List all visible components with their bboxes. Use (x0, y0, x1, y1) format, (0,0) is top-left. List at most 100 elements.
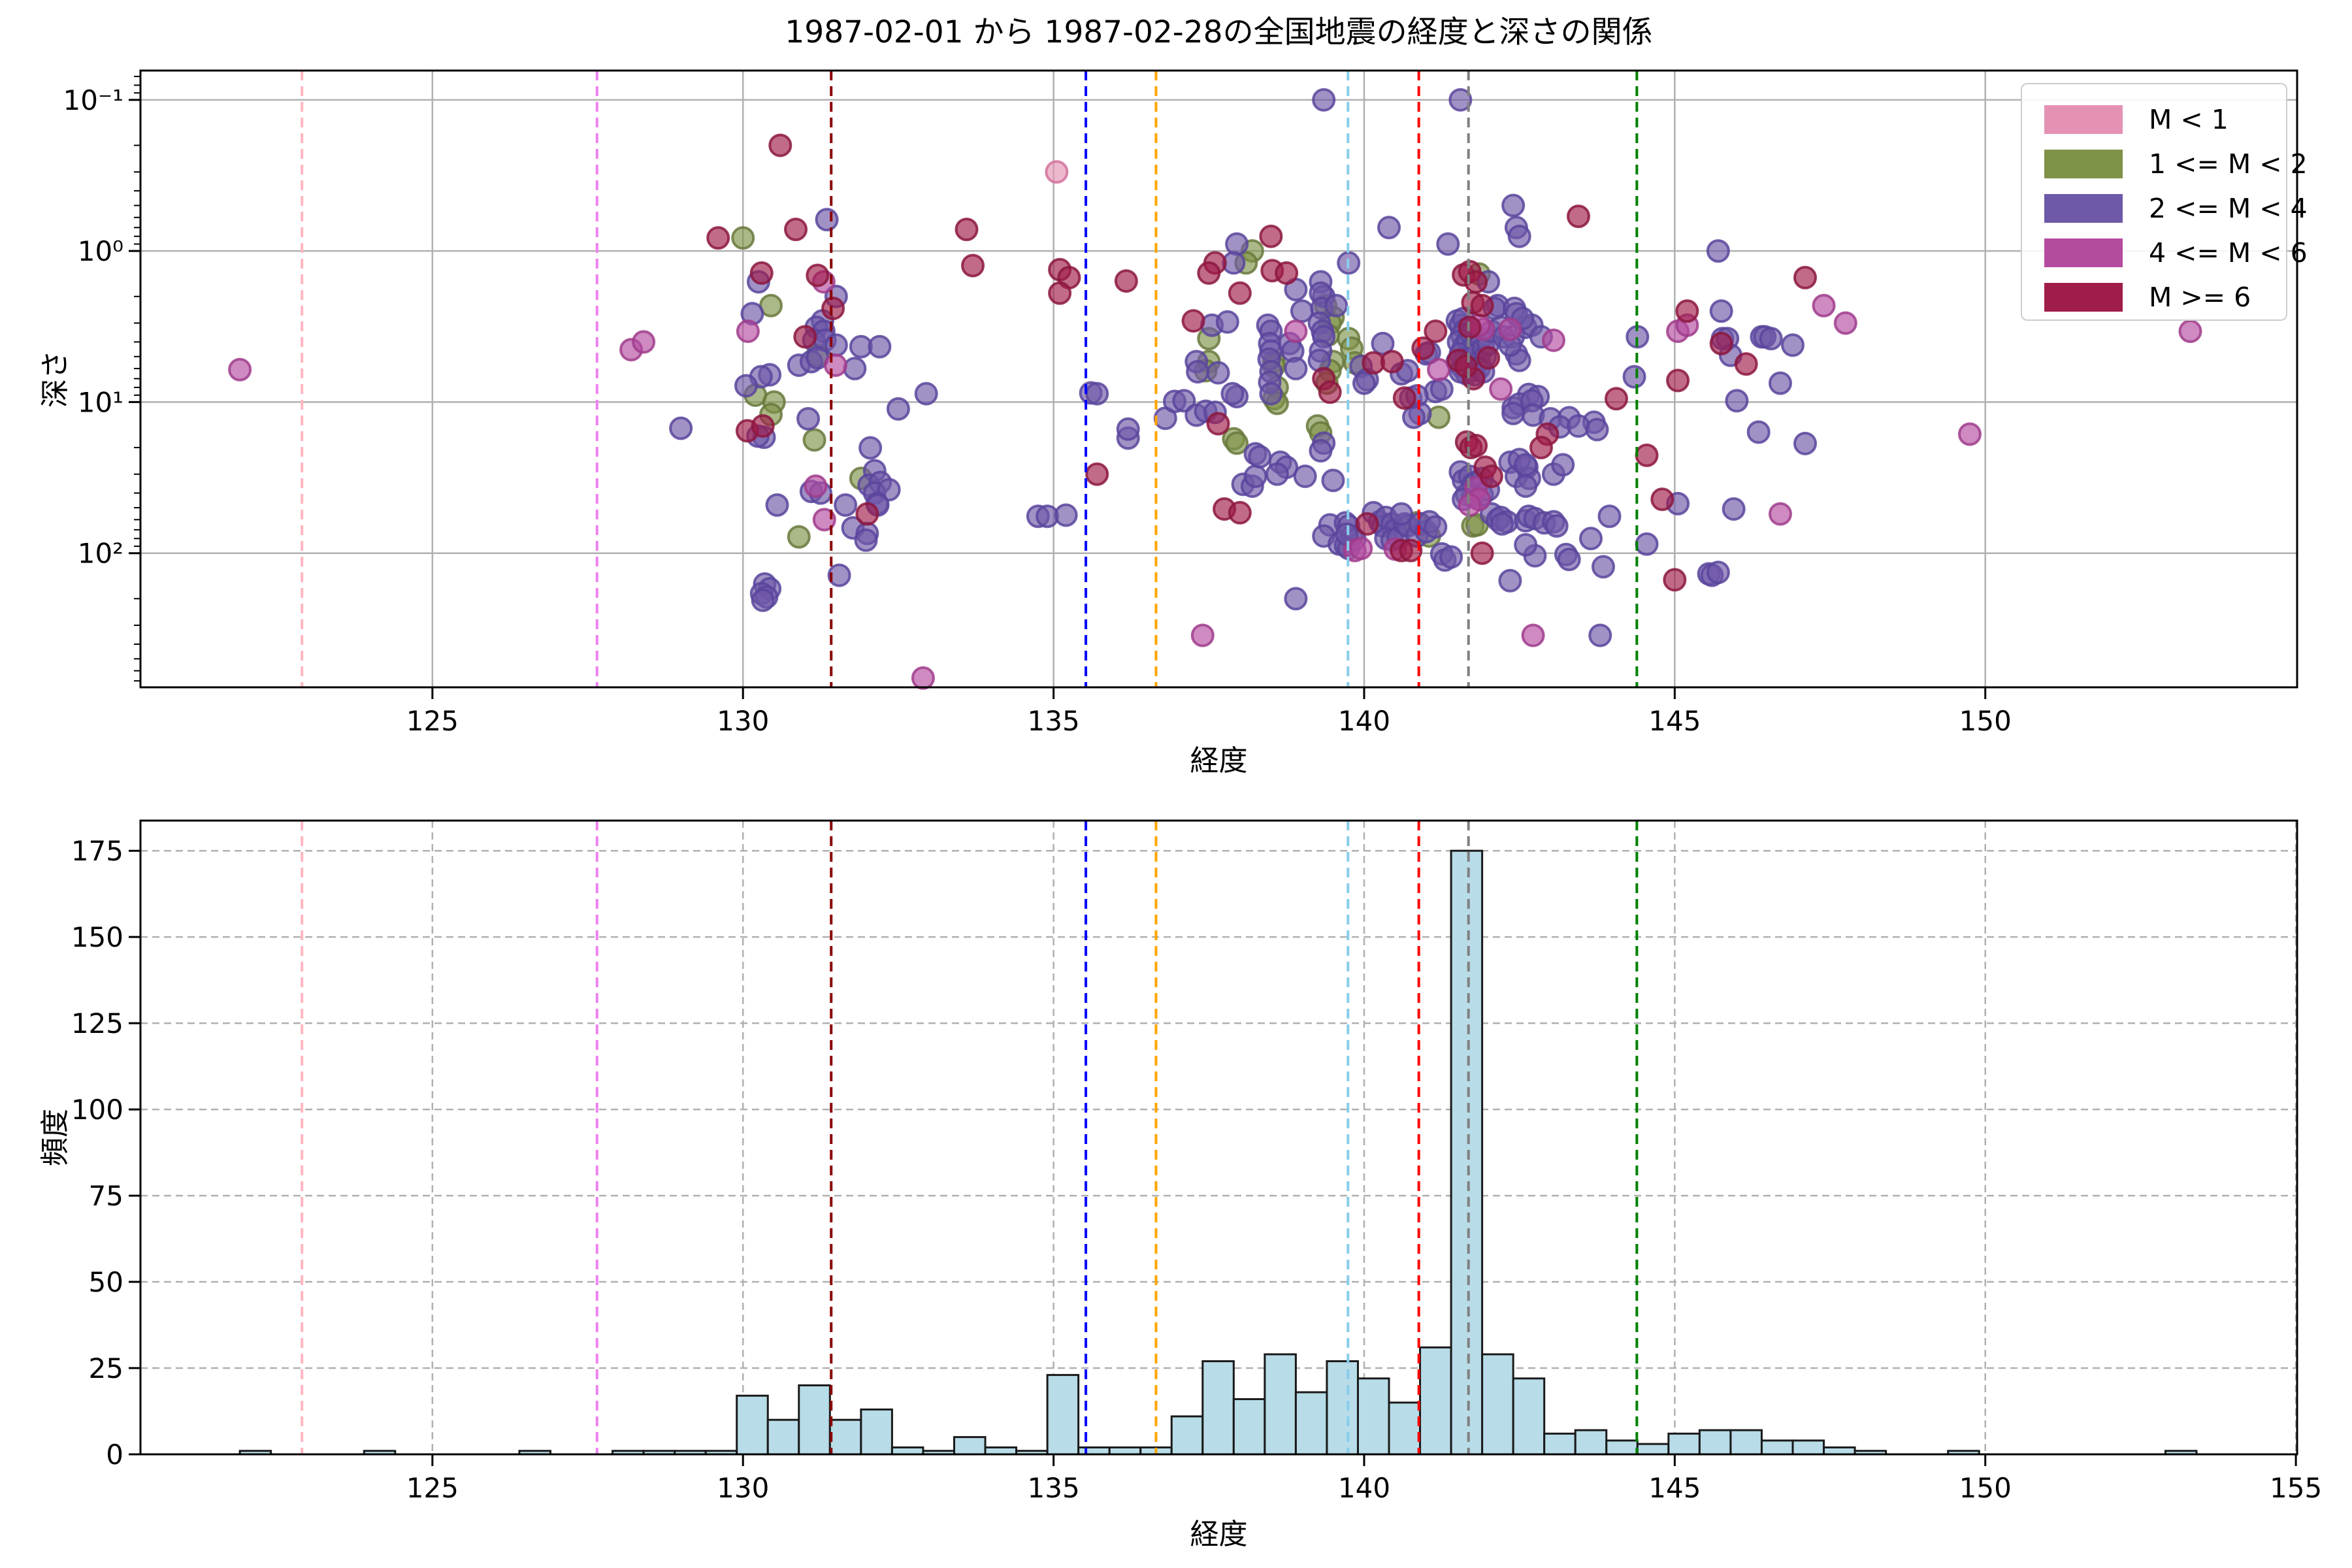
scatter-point (827, 563, 851, 587)
scatter-point (706, 226, 730, 250)
scatter-point (1215, 310, 1239, 334)
scatter-point (1275, 261, 1299, 285)
scatter-point (1284, 319, 1308, 344)
scatter-point (1604, 387, 1628, 411)
scatter-point (1293, 465, 1317, 489)
y-tick-label: 25 (89, 1352, 123, 1384)
x-tick-label: 140 (1338, 1472, 1390, 1504)
scatter-point (632, 330, 656, 354)
scatter-point (1780, 333, 1805, 357)
scatter-point (1181, 309, 1205, 333)
scatter-point (1470, 541, 1494, 565)
scatter-point (1392, 386, 1416, 410)
legend-item: M >= 6 (2044, 276, 2286, 318)
scatter-point (1588, 623, 1612, 647)
scatter-point (1114, 269, 1138, 293)
scatter-point (734, 374, 758, 398)
scatter-point (1371, 331, 1395, 355)
scatter-point (1248, 445, 1272, 469)
scatter-point (843, 357, 867, 381)
x-tick-label: 125 (406, 705, 459, 737)
y-tick-label: 125 (71, 1007, 123, 1039)
scatter-point (854, 528, 878, 552)
histogram-bar (1419, 1346, 1452, 1456)
scatter-point (731, 226, 755, 250)
scatter-point (1243, 465, 1267, 489)
scatter-point (1427, 357, 1451, 382)
scatter-point (812, 508, 836, 532)
scatter-point (1722, 497, 1746, 521)
scatter-point (1477, 346, 1501, 370)
scatter-point (802, 428, 826, 452)
scatter-point (1746, 420, 1771, 444)
scatter-point (1706, 239, 1730, 263)
histogram-bar (1232, 1398, 1266, 1456)
legend-swatch-m-lt-1 (2044, 105, 2123, 134)
scatter-point (1507, 224, 1531, 248)
scatter-point (1566, 414, 1590, 438)
scatter-point (855, 502, 879, 526)
scatter-point (1190, 623, 1215, 647)
scatter-series (228, 270, 2202, 690)
scatter-point (1220, 382, 1245, 406)
scatter-point (669, 416, 693, 440)
scatter-point (1048, 281, 1072, 305)
legend-item: 4 <= M < 6 (2044, 232, 2308, 274)
histogram-bar (860, 1408, 893, 1456)
legend-item: M < 1 (2044, 99, 2286, 140)
scatter-point (1734, 352, 1758, 376)
scatter-point (1464, 433, 1488, 457)
histogram-bar (1264, 1353, 1297, 1456)
histogram-bar (1294, 1391, 1328, 1456)
scatter-point (1635, 532, 1659, 556)
scatter-point (1622, 365, 1646, 389)
x-tick-label: 130 (717, 1472, 769, 1504)
scatter-point (1578, 527, 1603, 551)
scatter-point (1957, 422, 1982, 446)
hist-xlabel: 経度 (1190, 1518, 1248, 1551)
hist-ylabel: 頻度 (39, 1109, 72, 1166)
legend-swatch-1-to-2 (2044, 150, 2123, 178)
y-tick-label: 10⁻¹ (63, 84, 123, 116)
scatter-point (1284, 357, 1308, 381)
scatter-point (765, 493, 789, 517)
scatter-point (1793, 265, 1818, 289)
scatter-point (1759, 327, 1783, 351)
scatter-point (1309, 438, 1333, 463)
histogram-bar (890, 1446, 924, 1456)
y-tick-label: 100 (71, 1094, 123, 1126)
histogram-bar (1481, 1353, 1514, 1456)
x-tick-label: 155 (2270, 1472, 2322, 1504)
y-tick-label: 150 (71, 921, 123, 953)
scatter-point (1186, 360, 1210, 384)
legend-label: 1 <= M < 2 (2149, 148, 2308, 180)
histogram-bar (736, 1394, 769, 1456)
histogram-bar (1388, 1401, 1422, 1456)
scatter-point (834, 493, 858, 517)
scatter-point (868, 335, 892, 359)
scatter-point (1436, 232, 1460, 256)
histogram-bar (1760, 1439, 1794, 1456)
scatter-point (1390, 502, 1414, 526)
scatter-point (1551, 453, 1575, 477)
scatter-point (886, 397, 910, 421)
scatter-point (1635, 443, 1659, 467)
scatter-point (1529, 436, 1553, 460)
scatter-series (1045, 160, 1069, 184)
histogram-bar (1605, 1439, 1639, 1456)
histogram-bar (828, 1418, 862, 1456)
histogram-axes-frame (139, 819, 2298, 1456)
scatter-point (1812, 293, 1836, 318)
scatter-point (228, 357, 252, 382)
scatter-point (736, 319, 760, 344)
histogram-bar (984, 1446, 1018, 1456)
scatter-point (784, 218, 808, 242)
scatter-point (1259, 382, 1283, 406)
scatter-point (1228, 281, 1252, 305)
scatter-point (796, 406, 821, 431)
scatter-point (1424, 515, 1448, 539)
scatter-point (1225, 431, 1249, 455)
scatter-point (1355, 512, 1379, 536)
scatter-point (1793, 431, 1818, 455)
scatter-xlabel: 経度 (1190, 744, 1248, 777)
